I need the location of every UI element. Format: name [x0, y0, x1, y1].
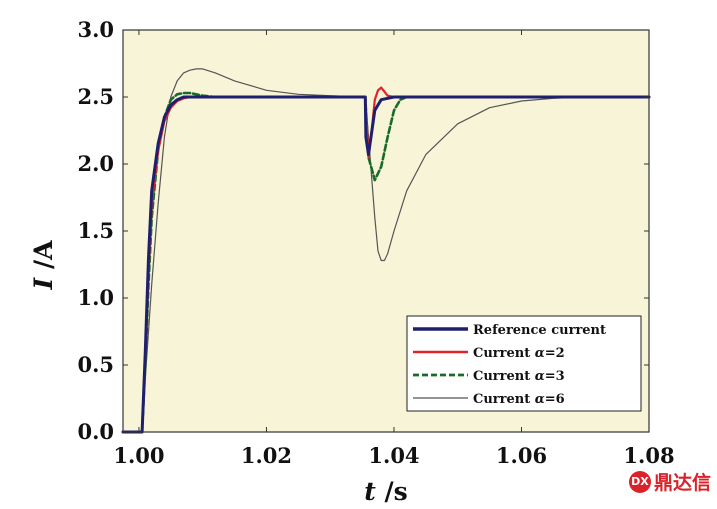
- legend-label-alpha6: Current α=6: [473, 392, 565, 407]
- legend-label-alpha3-prefix: Current: [473, 369, 535, 384]
- x-tick-label: 1.00: [113, 443, 164, 468]
- x-axis-label-unit: /s: [376, 477, 408, 506]
- legend-label-alpha3-suffix: =3: [545, 369, 565, 384]
- legend-label-alpha2-suffix: =2: [545, 346, 565, 361]
- x-tick-label: 1.08: [623, 443, 674, 468]
- y-tick-label: 2.0: [77, 151, 114, 176]
- x-tick-label: 1.04: [368, 443, 419, 468]
- y-tick-label: 3.0: [77, 17, 114, 42]
- watermark: DX 鼎达信: [628, 468, 711, 495]
- legend-label-alpha2: Current α=2: [473, 346, 565, 361]
- axes-layer: 1.00 1.02 1.04 1.06 1.08 0.0 0.5 1.0 1.5 2.0 2.5 3.…: [77, 17, 674, 468]
- y-axis-label: I /A: [29, 240, 58, 291]
- legend-label-alpha6-prefix: Current: [473, 392, 535, 407]
- legend-label-alpha3-symbol: α: [535, 369, 545, 384]
- y-axis-label-symbol: I: [29, 276, 58, 290]
- y-tick-label: 0.5: [77, 352, 114, 377]
- legend-label-reference: Reference current: [473, 323, 606, 338]
- watermark-text: 鼎达信: [653, 472, 711, 494]
- watermark-logo-icon: DX: [628, 470, 651, 493]
- x-axis-label-symbol: t: [364, 477, 376, 506]
- series-line-reference: [121, 95, 651, 434]
- y-tick-label: 1.0: [77, 285, 114, 310]
- legend-label-alpha6-suffix: =6: [545, 392, 565, 407]
- legend-label-reference-text: Reference current: [473, 323, 606, 338]
- y-axis-label-unit: /A: [29, 240, 58, 278]
- legend-label-alpha3: Current α=3: [473, 369, 565, 384]
- legend-label-alpha2-symbol: α: [535, 346, 545, 361]
- legend-label-alpha2-prefix: Current: [473, 346, 535, 361]
- legend: Reference current Current α=2 Current α=…: [406, 315, 642, 412]
- x-tick-label: 1.06: [496, 443, 547, 468]
- legend-label-alpha6-symbol: α: [535, 392, 545, 407]
- x-axis-label: t /s: [364, 477, 407, 506]
- series-layer: [121, 68, 651, 434]
- legend-box: [406, 315, 642, 412]
- y-tick-label: 2.5: [77, 84, 114, 109]
- y-tick-label: 1.5: [77, 218, 114, 243]
- y-tick-label: 0.0: [77, 419, 114, 444]
- x-tick-label: 1.02: [241, 443, 292, 468]
